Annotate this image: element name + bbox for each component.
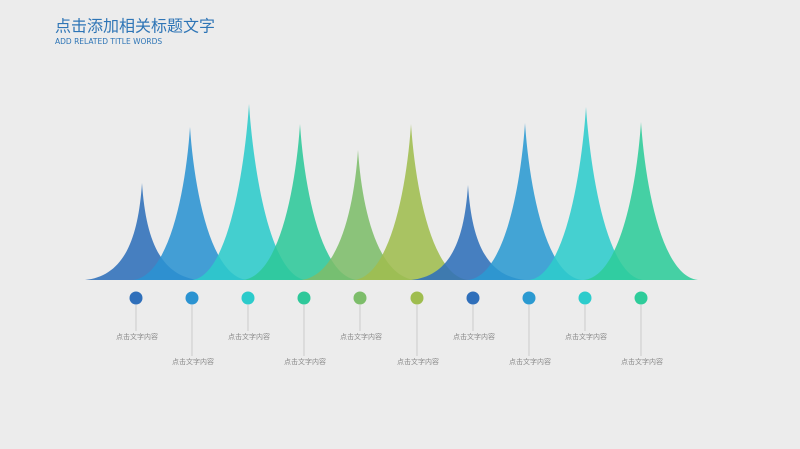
- subtitle: ADD RELATED TITLE WORDS: [55, 37, 162, 46]
- dot: [241, 291, 255, 305]
- spike: [411, 185, 525, 280]
- spike: [301, 150, 415, 280]
- spike: [354, 124, 468, 280]
- item-label: 点击文字内容: [453, 332, 495, 341]
- dot: [353, 291, 367, 305]
- item-label: 点击文字内容: [340, 332, 382, 341]
- spike: [243, 124, 357, 280]
- spike: [468, 123, 582, 280]
- spike: [133, 127, 247, 280]
- title: 点击添加相关标题文字: [55, 17, 215, 36]
- item-label: 点击文字内容: [284, 357, 326, 366]
- item-label: 点击文字内容: [565, 332, 607, 341]
- item-label: 点击文字内容: [509, 357, 551, 366]
- dot: [129, 291, 143, 305]
- item-label: 点击文字内容: [397, 357, 439, 366]
- items: 点击文字内容点击文字内容点击文字内容点击文字内容点击文字内容点击文字内容点击文字…: [116, 291, 663, 366]
- spike: [584, 122, 698, 280]
- dot: [466, 291, 480, 305]
- dot: [410, 291, 424, 305]
- item-label: 点击文字内容: [621, 357, 663, 366]
- dot: [522, 291, 536, 305]
- dot: [634, 291, 648, 305]
- dot: [297, 291, 311, 305]
- item-label: 点击文字内容: [228, 332, 270, 341]
- item-label: 点击文字内容: [116, 332, 158, 341]
- spike: [192, 104, 306, 280]
- dot: [185, 291, 199, 305]
- dot: [578, 291, 592, 305]
- spikes: [85, 104, 698, 280]
- item-label: 点击文字内容: [172, 357, 214, 366]
- spike: [85, 183, 199, 280]
- spike: [529, 107, 643, 280]
